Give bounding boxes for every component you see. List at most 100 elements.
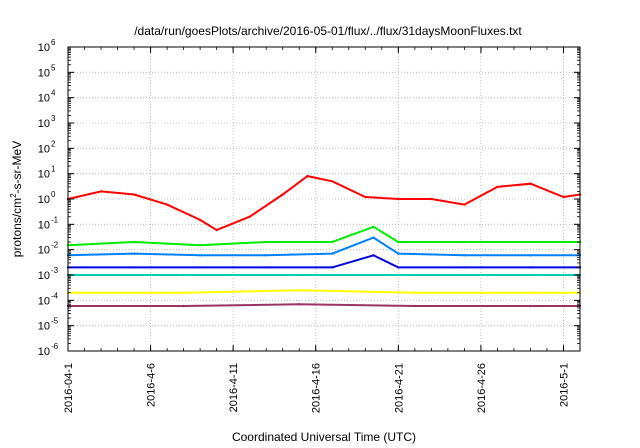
y-tick-exponent: 2	[51, 139, 56, 148]
y-axis: 10 -610 -510 -410 -310 -210 -110 010 110 210 310 41…	[38, 38, 580, 358]
y-tick-exponent: 4	[51, 89, 56, 98]
y-label-superscript: 2	[9, 193, 18, 198]
data-point	[413, 291, 416, 294]
x-tick-label: 2016-4-26	[476, 363, 488, 413]
data-point	[248, 215, 251, 218]
data-point	[529, 182, 532, 185]
data-point	[430, 197, 433, 201]
x-tick-label: 2016-4-11	[228, 363, 240, 412]
y-tick-base: 10	[38, 67, 50, 79]
data-point	[265, 240, 268, 244]
data-point	[198, 218, 202, 222]
y-tick-label: 10	[38, 42, 50, 54]
data-point	[99, 190, 103, 193]
y-axis-label: protons/cm2-s-sr-MeV	[9, 141, 24, 257]
data-point	[529, 291, 532, 294]
data-point	[413, 304, 416, 308]
series-line	[68, 254, 580, 269]
data-point	[562, 195, 565, 199]
y-tick-base: 10	[38, 118, 50, 130]
y-tick-base: 10	[38, 42, 50, 54]
y-tick-exponent: -2	[51, 241, 59, 250]
y-tick-label: 10	[38, 67, 50, 79]
y-tick-label: 10	[38, 245, 50, 257]
x-tick-label: 2016-04-1	[63, 363, 75, 413]
data-point	[331, 240, 334, 244]
data-point	[132, 193, 136, 196]
series-line	[67, 236, 580, 257]
data-point	[298, 273, 301, 277]
y-tick-label: 10	[38, 321, 50, 333]
data-point	[364, 195, 367, 199]
data-point	[198, 244, 202, 247]
x-tick-label: 2016-4-16	[311, 363, 323, 413]
data-point	[182, 304, 185, 308]
data-point	[463, 254, 466, 257]
y-tick-exponent: -5	[51, 317, 59, 326]
data-point	[165, 203, 169, 206]
y-tick-base: 10	[38, 270, 50, 282]
y-tick-label: 10	[38, 118, 50, 130]
data-point	[397, 266, 400, 269]
data-point	[182, 273, 185, 277]
series-line	[67, 225, 580, 247]
data-point	[463, 203, 466, 206]
grid	[68, 47, 580, 351]
x-tick-label: 2016-5-1	[558, 363, 570, 407]
y-tick-label: 10	[38, 270, 50, 282]
y-tick-exponent: 3	[51, 114, 56, 123]
data-point	[529, 266, 532, 269]
data-point	[463, 266, 466, 269]
y-tick-base: 10	[38, 143, 50, 155]
chart-title: /data/run/goesPlots/archive/2016-05-01/f…	[134, 24, 522, 38]
data-point	[397, 252, 400, 255]
y-tick-base: 10	[38, 321, 50, 333]
y-tick-base: 10	[38, 245, 50, 257]
data-point	[397, 197, 400, 201]
y-label-suffix: -s-sr-MeV	[10, 141, 24, 194]
y-tick-label: 10	[38, 143, 50, 155]
y-label-prefix: protons/cm	[10, 198, 24, 257]
data-point	[132, 240, 136, 244]
y-tick-exponent: 5	[51, 63, 56, 72]
data-point	[281, 193, 284, 196]
data-point	[265, 266, 268, 269]
y-tick-base: 10	[38, 295, 50, 307]
x-tick-label: 2016-4-21	[393, 363, 405, 413]
series-line	[68, 289, 580, 294]
y-tick-exponent: 6	[51, 38, 56, 47]
y-tick-exponent: 1	[51, 165, 56, 174]
data-point	[198, 254, 202, 257]
series-line	[67, 175, 581, 232]
x-axis: 2016-04-1 2016-4-6 2016-4-11 2016-4-16 2016-…	[63, 47, 581, 413]
data-point	[372, 225, 375, 228]
data-point	[496, 185, 499, 189]
data-point	[265, 254, 268, 257]
y-tick-base: 10	[38, 93, 50, 105]
series-line	[68, 303, 580, 307]
data-point	[306, 174, 309, 178]
data-point	[198, 266, 202, 269]
y-tick-label: 10	[38, 93, 50, 105]
y-tick-base: 10	[38, 194, 50, 206]
y-tick-exponent: -4	[51, 291, 59, 300]
x-tick-label: 2016-4-6	[146, 363, 158, 407]
x-axis-label: Coordinated Universal Time (UTC)	[232, 430, 416, 444]
data-point	[372, 254, 375, 257]
data-point	[298, 303, 301, 306]
y-tick-label: 10	[38, 194, 50, 206]
data-point	[529, 273, 532, 277]
data-point	[215, 228, 218, 232]
data-point	[413, 273, 416, 277]
data-point	[529, 254, 532, 257]
y-tick-label: 10	[38, 219, 50, 231]
data-point	[397, 240, 400, 244]
data-point	[463, 240, 466, 244]
data-point	[372, 236, 375, 239]
data-point	[132, 252, 136, 255]
y-tick-base: 10	[38, 346, 50, 358]
data-point	[182, 291, 185, 294]
y-tick-base: 10	[38, 169, 50, 181]
y-tick-label: 10	[38, 346, 50, 358]
